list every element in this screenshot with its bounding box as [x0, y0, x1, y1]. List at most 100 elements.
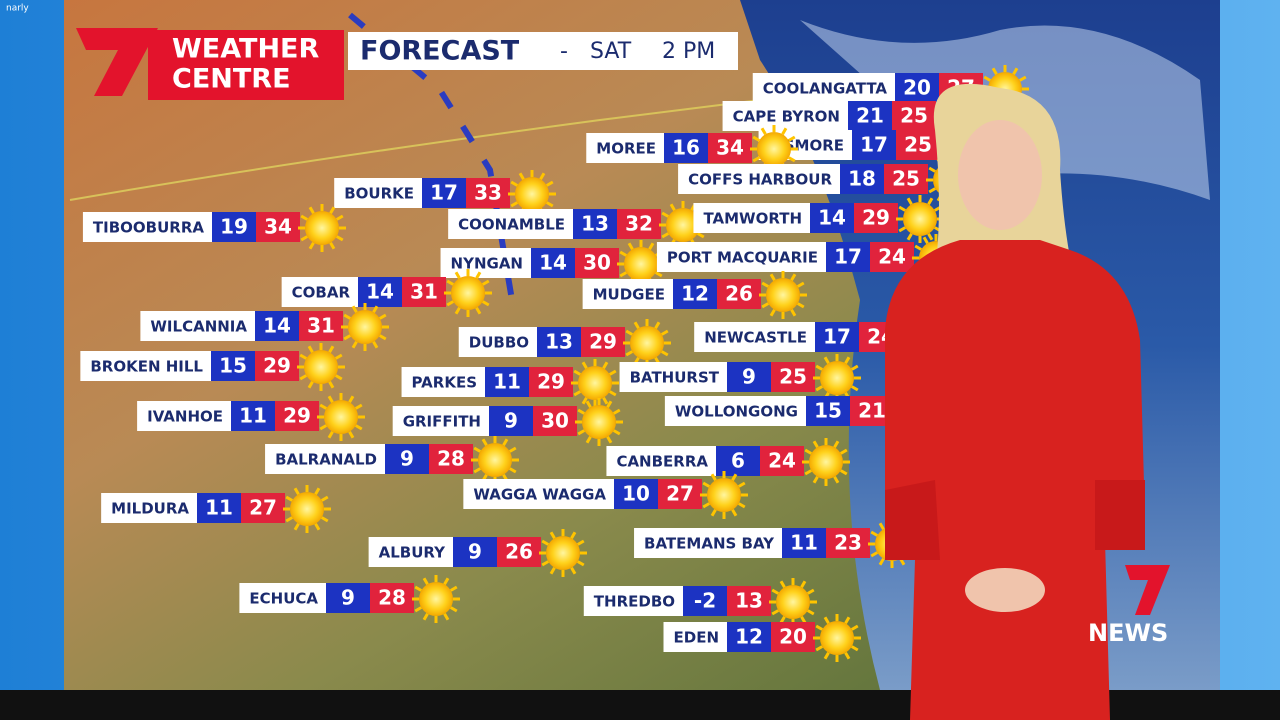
sun-ray [473, 467, 482, 474]
sun-ray [648, 242, 655, 251]
max-temp-box [275, 401, 319, 431]
news-watermark: NEWS [1088, 565, 1170, 647]
city-name: WOLLONGONG [675, 403, 798, 421]
max-temp: 13 [735, 589, 763, 613]
sun-ray [771, 588, 780, 595]
sun-ray [922, 236, 929, 245]
city-name: TAMWORTH [703, 210, 802, 228]
city-list: COOLANGATTA2027CAPE BYRON2125LISMORE1725… [80, 65, 1029, 662]
city-name: THREDBO [594, 593, 675, 611]
sun-icon [896, 195, 944, 243]
sun-ray [307, 380, 314, 389]
min-temp: 17 [430, 181, 458, 205]
min-temp-box [212, 212, 256, 242]
sun-ray [549, 566, 556, 575]
sun-ray [800, 580, 807, 589]
max-temp-box [771, 622, 815, 652]
sun-ray [991, 67, 998, 76]
max-temp: 29 [283, 404, 311, 428]
city-label-box [606, 446, 716, 476]
sun-ray [815, 385, 824, 392]
sun-ray [731, 508, 738, 517]
sun-ray [351, 305, 358, 314]
sun-ray [804, 448, 813, 455]
max-temp-box [241, 493, 285, 523]
sun-ray [475, 271, 482, 280]
logo: WEATHER CENTRE [76, 28, 344, 100]
sun-ray [508, 446, 517, 453]
max-temp-box [255, 351, 299, 381]
sun-ray [299, 374, 308, 381]
sun-ray [928, 187, 937, 194]
header-title: FORECAST [360, 36, 520, 67]
min-temp-box [255, 311, 299, 341]
sun-ray [334, 374, 343, 381]
min-temp-box [852, 130, 896, 160]
min-temp: 9 [341, 586, 355, 610]
min-temp-box [537, 327, 581, 357]
max-temp: 25 [892, 167, 920, 191]
max-temp-box [870, 242, 914, 272]
sun-ray [308, 241, 315, 250]
sun-icon [575, 398, 623, 446]
max-temp: 25 [900, 104, 928, 128]
min-temp-box [673, 279, 717, 309]
sun-ray [602, 396, 609, 405]
sun-ray [800, 615, 807, 624]
sun-ray [839, 448, 848, 455]
sun-ray [334, 353, 343, 360]
sun-ray [576, 539, 585, 546]
min-temp-box [211, 351, 255, 381]
sun-ray [581, 361, 588, 370]
sun-disc [809, 445, 843, 479]
city-row: IVANHOE 11 29 [137, 393, 365, 441]
sun-ray [328, 380, 335, 389]
sun-ray [769, 308, 776, 317]
sun-disc [515, 177, 549, 211]
city-label-box [678, 164, 840, 194]
sun-ray [329, 206, 336, 215]
sun-ray [844, 356, 851, 365]
max-temp: 31 [307, 314, 335, 338]
watermark-seven [1125, 565, 1170, 615]
sun-ray [839, 469, 848, 476]
sun-ray [449, 606, 458, 613]
sun-ray [760, 127, 767, 136]
max-temp-box [760, 446, 804, 476]
sun-ray [510, 201, 519, 208]
city-name: BALRANALD [275, 451, 377, 469]
state-border [69, 99, 761, 201]
city-name: ALBURY [379, 544, 447, 562]
sun-ray [619, 271, 628, 278]
sun-ray [878, 522, 885, 531]
city-label-box [634, 528, 782, 558]
sun-disc [578, 366, 612, 400]
sun-ray [661, 211, 670, 218]
max-temp: 21 [858, 399, 886, 423]
sun-ray [1018, 75, 1027, 82]
city-name: PORT MACQUARIE [667, 249, 818, 267]
sun-ray [790, 273, 797, 282]
city-name: MUDGEE [593, 286, 665, 304]
sun-ray [779, 580, 786, 589]
sun-ray [510, 180, 519, 187]
sun-ray [606, 435, 613, 444]
city-row: EDEN 12 20 [663, 614, 861, 662]
min-temp: 14 [263, 314, 291, 338]
sun-ray [660, 350, 669, 357]
max-temp: 32 [625, 212, 653, 236]
sun-disc [624, 247, 658, 281]
sun-ray [300, 235, 309, 242]
sun-ray [790, 308, 797, 317]
min-temp: 18 [848, 167, 876, 191]
min-temp-box [664, 133, 708, 163]
max-temp-box [256, 212, 300, 242]
face [958, 120, 1042, 230]
sun-ray [654, 321, 661, 330]
presenter [885, 83, 1145, 720]
city-row: PARKES 11 29 [401, 359, 619, 407]
min-temp: 13 [545, 330, 573, 354]
min-temp: 11 [790, 531, 818, 555]
sun-ray [878, 557, 885, 566]
sun-ray [320, 516, 329, 523]
